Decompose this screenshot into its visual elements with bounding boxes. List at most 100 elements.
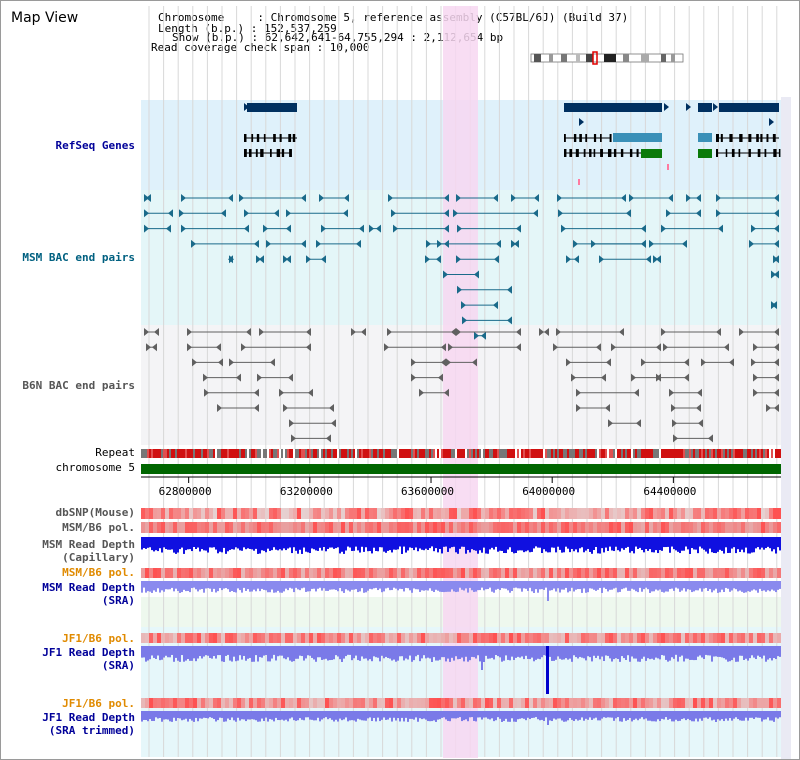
depth-bar (493, 537, 495, 550)
track-label-dbsnp: dbSNP(Mouse) (55, 506, 135, 519)
repeat-element (499, 449, 501, 458)
repeat-element (373, 449, 375, 458)
depth-bar (175, 581, 177, 589)
heat-cell (569, 633, 573, 643)
depth-bar (295, 646, 297, 659)
heat-cell (149, 633, 153, 643)
heat-cell (141, 698, 145, 708)
strand-arrow (664, 103, 669, 111)
exon (748, 149, 751, 157)
depth-bar (607, 537, 609, 551)
repeat-element (721, 449, 723, 458)
b6n-bac-end-right (774, 404, 779, 412)
depth-bar (231, 581, 233, 592)
msm-bac-end-right (696, 209, 701, 218)
depth-bar (199, 646, 201, 657)
depth-bar (649, 581, 651, 593)
depth-bar (161, 537, 163, 553)
depth-bar (359, 581, 361, 592)
depth-bar (769, 711, 771, 721)
heat-cell (641, 633, 645, 643)
heat-cell (285, 633, 289, 643)
depth-bar (397, 646, 399, 661)
depth-bar (211, 711, 213, 718)
heat-cell (145, 698, 149, 708)
depth-bar (577, 537, 579, 553)
heat-cell (521, 508, 525, 519)
msm-bac-end-right (493, 194, 498, 202)
heat-cell (661, 698, 665, 708)
heat-cell (525, 522, 529, 533)
depth-bar (423, 711, 425, 719)
depth-bar (715, 537, 717, 554)
depth-bar (615, 537, 617, 547)
msm-bac-end-left (453, 209, 458, 218)
depth-bar (627, 711, 629, 720)
depth-bar (229, 537, 231, 550)
heat-cell (145, 522, 149, 533)
heat-cell (289, 522, 293, 533)
depth-bar (537, 646, 539, 659)
depth-bar (383, 581, 385, 592)
depth-bar (361, 537, 363, 547)
repeat-element (493, 449, 495, 458)
depth-bar (211, 646, 213, 659)
depth-bar (381, 537, 383, 548)
depth-bar (375, 537, 377, 552)
heat-cell (345, 568, 349, 578)
heat-cell (301, 522, 305, 533)
depth-bar (299, 537, 301, 550)
track-label-msm-bac[interactable]: MSM BAC end pairs (22, 251, 135, 264)
heat-cell (225, 633, 229, 643)
track-label-refseq[interactable]: RefSeq Genes (55, 139, 135, 152)
heat-cell (321, 522, 325, 533)
heat-cell (505, 633, 509, 643)
depth-bar (279, 581, 281, 593)
depth-bar (555, 537, 557, 553)
repeat-element (227, 449, 229, 458)
depth-bar (501, 581, 503, 589)
depth-bar (221, 537, 223, 553)
depth-bar (741, 581, 743, 592)
heat-cell (613, 568, 617, 578)
depth-bar (589, 711, 591, 718)
depth-bar (583, 646, 585, 659)
heat-cell (341, 522, 345, 533)
msm-bac-end-right (344, 194, 349, 202)
depth-bar (765, 646, 767, 662)
repeat-element (259, 449, 261, 458)
depth-bar (441, 646, 443, 658)
depth-bar (675, 581, 677, 588)
msm-bac-end-right (507, 285, 512, 294)
depth-bar (253, 646, 255, 662)
heat-cell (625, 698, 629, 708)
repeat-element (527, 449, 529, 458)
repeat-element (271, 449, 273, 458)
depth-bar (745, 646, 747, 659)
heat-cell (705, 508, 709, 519)
depth-bar (681, 537, 683, 551)
heat-cell (337, 508, 341, 519)
depth-bar (467, 537, 469, 551)
chromosome-ideogram[interactable] (530, 51, 684, 65)
depth-bar (299, 646, 301, 656)
heat-cell (177, 698, 181, 708)
depth-bar (707, 581, 709, 591)
depth-bar (689, 646, 691, 660)
depth-bar (221, 711, 223, 718)
repeat-element (701, 449, 703, 458)
depth-bar (609, 646, 611, 659)
depth-bar (603, 646, 605, 662)
heat-cell (409, 522, 413, 533)
msm-bac-end-right (166, 224, 171, 233)
depth-bar (209, 711, 211, 718)
depth-bar (557, 711, 559, 719)
track-label-b6n-bac[interactable]: B6N BAC end pairs (22, 379, 135, 392)
depth-bar (595, 646, 597, 658)
depth-bar (379, 711, 381, 722)
repeat-element (371, 449, 373, 458)
heat-cell (149, 522, 153, 533)
msm-bac-end-left (751, 224, 756, 233)
depth-bar (697, 711, 699, 722)
